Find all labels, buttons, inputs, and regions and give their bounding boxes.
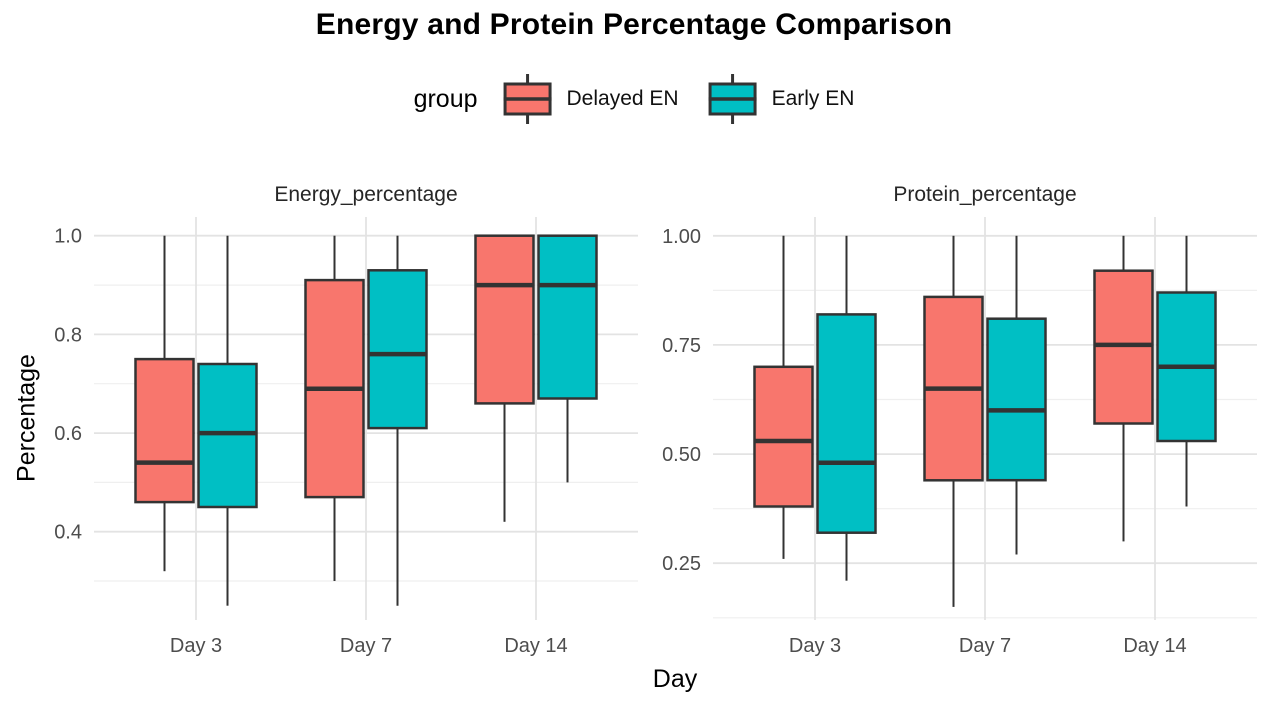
legend-item: Delayed EN <box>502 74 679 124</box>
legend-items: Delayed EN Early EN <box>502 74 855 124</box>
chart-title: Energy and Protein Percentage Comparison <box>315 8 953 41</box>
y-tick-label: 0.75 <box>662 335 701 357</box>
boxplot-box <box>537 234 598 400</box>
legend-title: group <box>413 84 478 113</box>
y-tick-label: 0.50 <box>662 444 701 466</box>
x-tick-label: Day 7 <box>959 635 1011 657</box>
y-tick-label: 1.0 <box>54 226 82 248</box>
x-tick-label: Day 3 <box>170 635 222 657</box>
legend-item-label: Early EN <box>771 87 855 110</box>
boxplot-box <box>197 362 258 509</box>
facet-title: Energy_percentage <box>274 183 457 206</box>
boxplot-box <box>474 234 535 405</box>
x-tick-label: Day 14 <box>504 635 567 657</box>
boxplot-box <box>367 269 428 430</box>
x-axis-title: Day <box>652 665 698 693</box>
y-tick-label: 0.25 <box>662 553 701 575</box>
x-tick-label: Day 7 <box>340 635 392 657</box>
boxplot-key-icon <box>503 74 552 124</box>
legend-item: Early EN <box>707 74 855 124</box>
x-tick-label: Day 3 <box>789 635 841 657</box>
facet-title: Protein_percentage <box>893 183 1076 206</box>
y-tick-label: 0.8 <box>54 324 82 346</box>
legend-item-label: Delayed EN <box>566 87 679 110</box>
boxplot-key-icon <box>708 74 757 124</box>
y-tick-label: 0.4 <box>54 522 82 544</box>
x-tick-label: Day 14 <box>1123 635 1186 657</box>
y-tick-label: 1.00 <box>662 226 701 248</box>
boxplot-box <box>753 365 814 508</box>
boxplot-box <box>134 357 195 504</box>
legend: group Delayed EN Early EN <box>413 74 855 124</box>
boxplot-box <box>986 317 1047 482</box>
y-tick-label: 0.6 <box>54 423 82 445</box>
boxplot-box <box>816 313 877 534</box>
